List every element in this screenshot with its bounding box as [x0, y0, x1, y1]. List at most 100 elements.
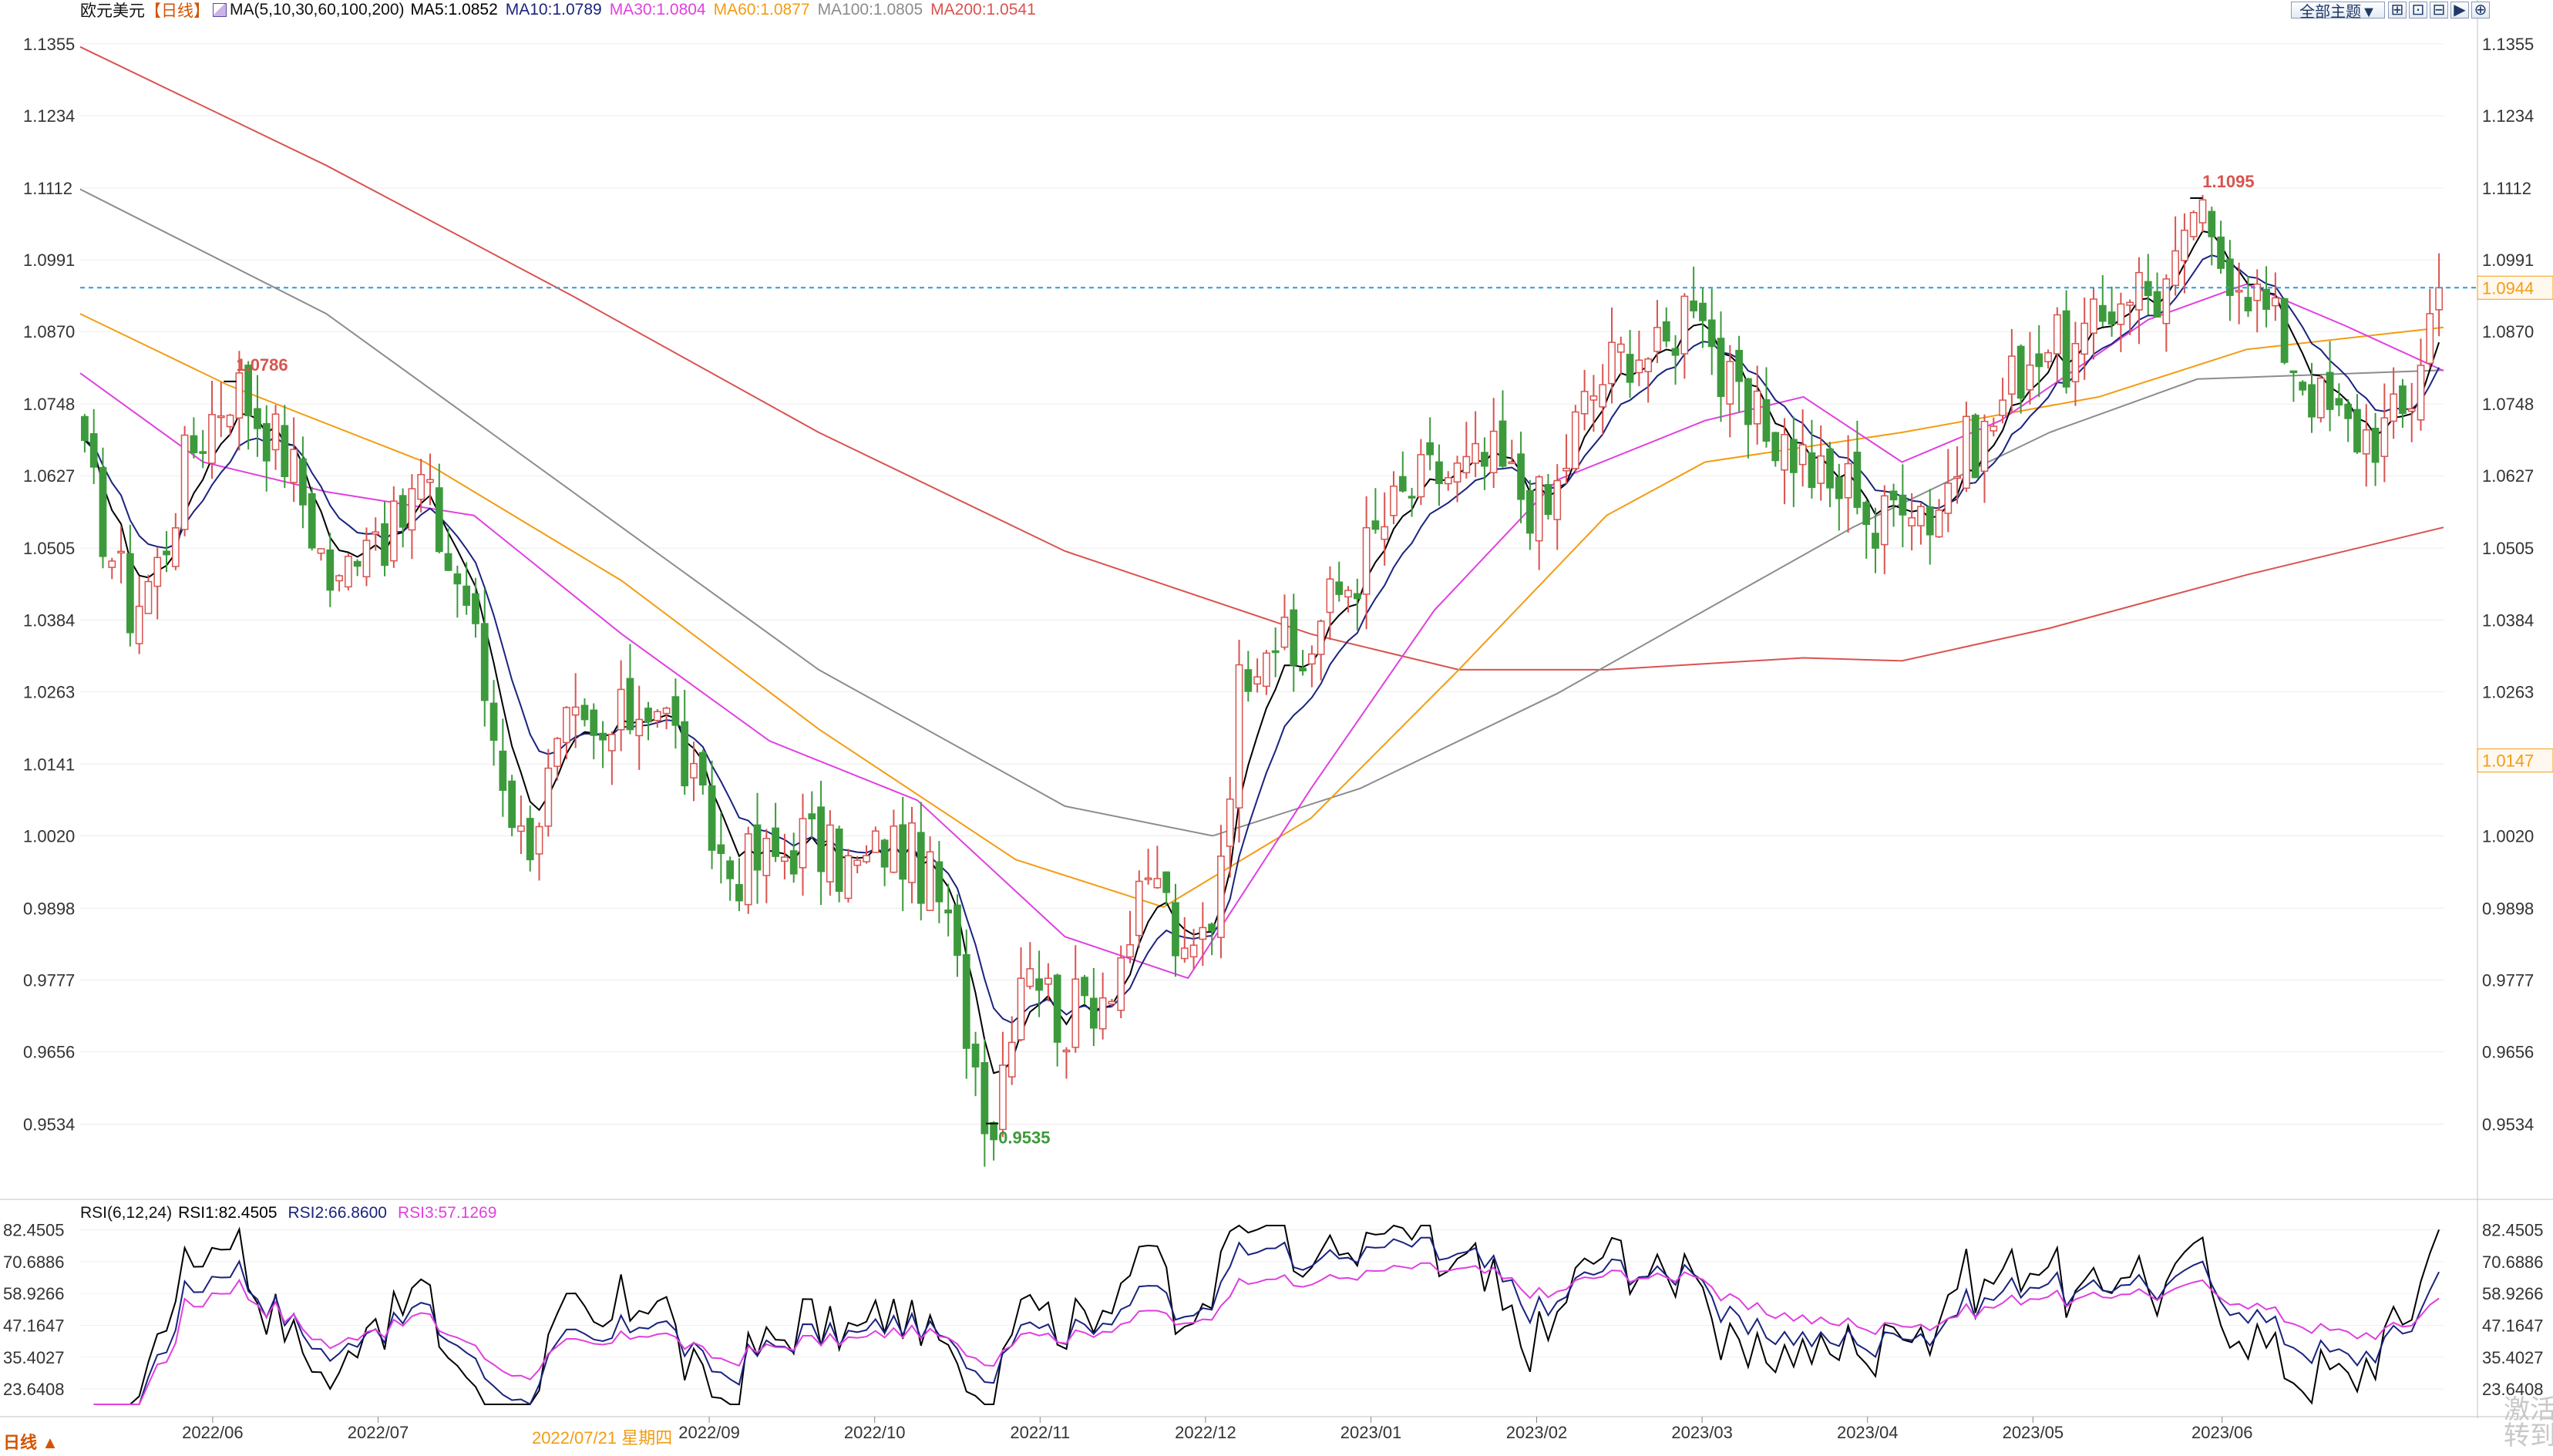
price-axis: 1.1355 1.1355 1.1234 1.1234 1.1112 1.1112 1.09…: [23, 0, 2553, 1418]
candle-down: [1762, 398, 1771, 442]
candle-up: [1098, 997, 1107, 1030]
rsi-legend-item: RSI1:82.4505: [178, 1204, 278, 1222]
price-grid: [80, 43, 2444, 1125]
candle-up: [2080, 322, 2089, 355]
candle-up: [2162, 278, 2171, 324]
candle-up: [180, 434, 189, 530]
candle-up: [999, 1064, 1007, 1131]
left-price-tick: 1.0991: [23, 251, 75, 270]
symbol-label: 欧元美元: [80, 2, 145, 20]
candle-up: [1562, 467, 1570, 472]
candle-up: [1344, 590, 1352, 598]
candle-down: [835, 828, 843, 893]
candle-up: [1608, 341, 1616, 385]
view-toolbar-button[interactable]: ⊕: [2471, 1, 2490, 18]
candle-down: [2226, 258, 2234, 296]
x-tick-label: 2023/04: [1837, 1423, 1899, 1442]
candle-up: [1263, 652, 1270, 688]
rsi3-line: [93, 1262, 2440, 1405]
candle-down: [1290, 609, 1298, 666]
ma-settings-icon[interactable]: [213, 3, 227, 17]
candle-down: [1371, 520, 1380, 530]
view-toolbar-button[interactable]: ⊞: [2388, 1, 2407, 18]
candle-down: [1544, 484, 1552, 516]
view-toolbar-button[interactable]: ▶: [2450, 1, 2469, 18]
candle-up: [863, 855, 870, 863]
candle-down: [2326, 372, 2334, 410]
candle-up: [1953, 476, 1961, 479]
candle-down: [81, 415, 89, 442]
candle-up: [926, 851, 934, 911]
candle-up: [1781, 434, 1788, 471]
view-toolbar-button[interactable]: ⊡: [2409, 1, 2427, 18]
ma-legend-item: MA60:1.0877: [713, 1, 810, 18]
ma-legend-item: MA5:1.0852: [410, 1, 498, 18]
candle-down: [935, 861, 944, 903]
x-tick-label: 2023/06: [2191, 1423, 2253, 1442]
candle-down: [2308, 384, 2316, 418]
period-tag[interactable]: 【日线】: [145, 2, 210, 20]
candle-down: [1398, 476, 1407, 492]
theme-dropdown[interactable]: 全部主题▼: [2291, 2, 2385, 21]
candle-down: [2371, 427, 2380, 463]
candle-up: [1235, 664, 1243, 809]
candle-up: [1644, 358, 1653, 372]
candle-down: [1498, 420, 1507, 467]
candle-down: [2062, 310, 2070, 388]
rsi-tick-left: 70.6886: [3, 1253, 65, 1272]
candle-up: [2407, 408, 2416, 412]
right-price-tick: 1.0384: [2482, 610, 2534, 630]
candle-down: [1626, 354, 1634, 383]
cursor-price-tag: [2477, 748, 2553, 773]
candle-up: [417, 473, 426, 500]
candle-down: [1271, 650, 1280, 654]
candle-down: [681, 721, 689, 787]
candle-down: [772, 827, 779, 857]
candle-up: [1226, 799, 1234, 847]
x-tick-label: 2022/12: [1175, 1423, 1236, 1442]
view-toolbar-button[interactable]: ⊟: [2430, 1, 2448, 18]
ma100-line: [79, 188, 2444, 837]
cursor-date-label: 2022/07/21 星期四: [532, 1428, 673, 1448]
candle-up: [1417, 454, 1425, 498]
candle-up: [662, 707, 671, 715]
extreme-label: 1.1095: [2202, 172, 2254, 191]
left-price-tick: 0.9656: [23, 1043, 75, 1062]
candle-up: [2435, 287, 2443, 311]
candle-up: [372, 531, 380, 535]
candle-up: [871, 830, 880, 853]
candle-down: [1707, 319, 1716, 348]
candle-down: [2217, 236, 2225, 269]
candle-down: [1835, 476, 1843, 499]
candle-down: [1808, 452, 1816, 489]
candle-up: [1007, 1041, 1016, 1078]
candle-down: [2262, 288, 2270, 310]
candle-up: [2271, 297, 2279, 307]
candle-down: [1089, 997, 1098, 1029]
candle-down: [1244, 669, 1253, 692]
candle-up: [1117, 957, 1125, 1011]
candle-down: [698, 752, 707, 786]
candle-up: [1444, 477, 1452, 485]
candle-up: [1635, 359, 1643, 374]
candle-up: [1044, 977, 1052, 985]
candle-down: [917, 832, 925, 904]
candle-up: [344, 556, 352, 588]
candle-up: [2316, 377, 2325, 419]
candle-up: [171, 527, 180, 567]
candle-down: [2208, 210, 2216, 237]
candle-up: [1580, 391, 1589, 415]
candle-down: [2144, 281, 2152, 297]
period-button[interactable]: 日线 ▲: [0, 1434, 71, 1452]
candle-down: [1872, 533, 1879, 549]
candle-down: [353, 560, 362, 567]
candle-up: [1189, 944, 1198, 958]
candle-up: [1307, 653, 1316, 665]
candle-down: [626, 678, 634, 731]
rsi-tick-left: 58.9266: [3, 1284, 65, 1303]
candle-down: [1789, 439, 1798, 473]
candle-down: [308, 493, 316, 549]
candle-up: [217, 415, 225, 419]
